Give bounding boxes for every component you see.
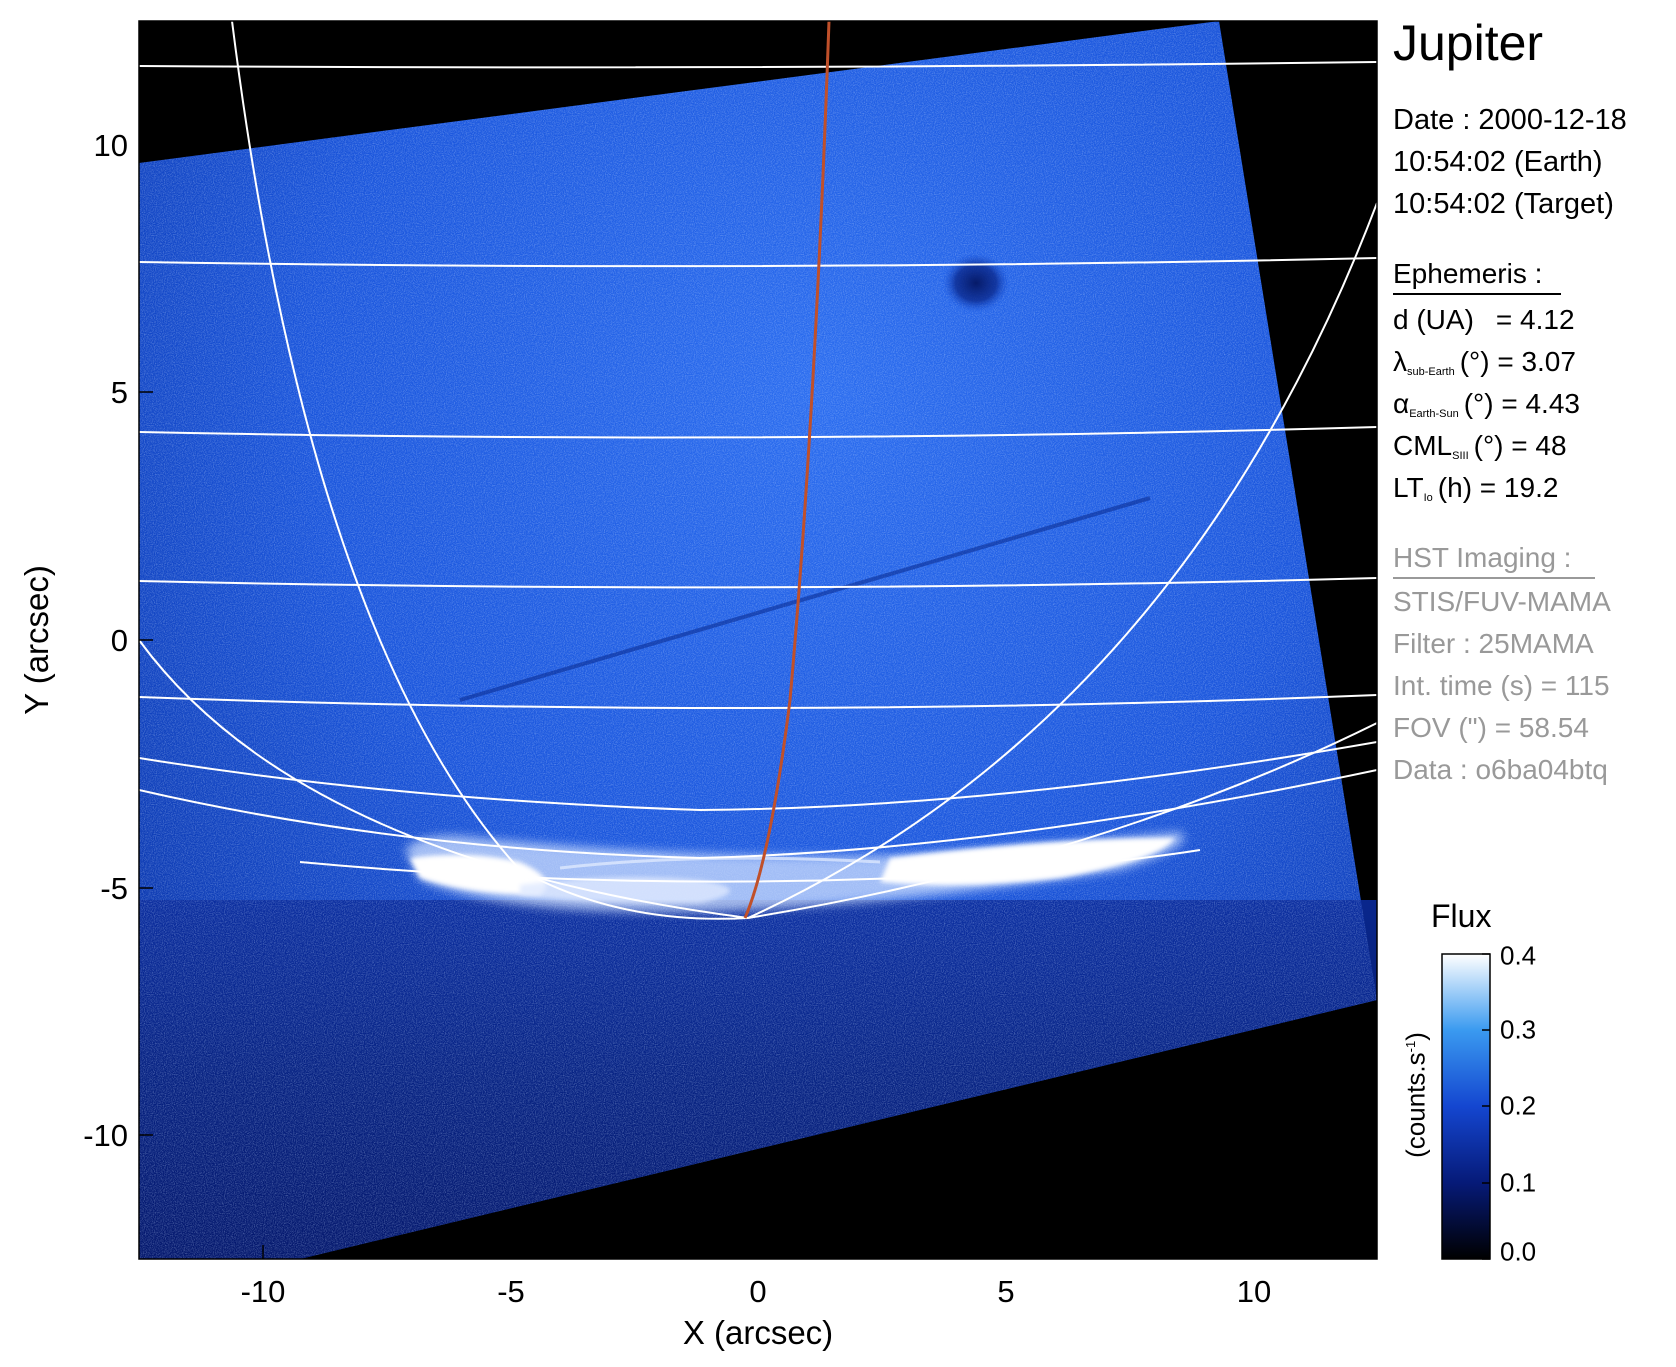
colorbar-tick-label: 0.4 (1500, 940, 1537, 971)
y-tick-label: 0 (111, 623, 128, 658)
hst-int-time: Int. time (s) = 115 (1393, 670, 1610, 701)
colorbar-tick-label: 0.1 (1500, 1167, 1537, 1198)
colorbar-title: Flux (1431, 898, 1492, 934)
x-tick-label: 0 (749, 1274, 766, 1309)
colorbar-tick-label: 0.2 (1500, 1090, 1537, 1121)
colorbar-unit: (counts.s-1) (1400, 1032, 1431, 1158)
x-tick-label: -10 (241, 1274, 286, 1309)
x-tick-label: 5 (997, 1274, 1014, 1309)
y-axis-label: Y (arcsec) (18, 565, 55, 715)
y-tick-label: 10 (94, 128, 128, 163)
ephemeris-lt: LTIo (h) = 19.2 (1393, 472, 1559, 504)
y-tick-marks (139, 144, 153, 1136)
ephemeris-lambda: λsub-Earth (°) = 3.07 (1393, 346, 1576, 378)
hst-fov: FOV (") = 58.54 (1393, 712, 1589, 743)
ephemeris-rule (1393, 293, 1561, 295)
colorbar-tick-label: 0.3 (1500, 1014, 1537, 1045)
ephemeris-heading: Ephemeris : (1393, 258, 1543, 289)
y-tick-label: 5 (111, 375, 128, 410)
colorbar-tick-label: 0.0 (1500, 1236, 1537, 1267)
x-tick-label: -5 (497, 1274, 525, 1309)
x-axis-label: X (arcsec) (683, 1314, 833, 1351)
central-meridian (743, 21, 831, 919)
coordinate-grid (139, 21, 1377, 920)
info-panel: Jupiter Date : 2000-12-18 10:54:02 (Eart… (1393, 0, 1676, 1367)
time-earth-text: 10:54:02 (Earth) (1393, 146, 1603, 178)
target-title: Jupiter (1393, 15, 1544, 71)
date-text: Date : 2000-12-18 (1393, 104, 1627, 136)
hst-rule (1393, 577, 1595, 579)
y-tick-label: -10 (83, 1118, 128, 1153)
y-tick-label: -5 (100, 871, 128, 906)
ephemeris-alpha: αEarth-Sun (°) = 4.43 (1393, 388, 1580, 420)
ephemeris-distance: d (UA) = 4.12 (1393, 304, 1575, 335)
x-tick-marks (262, 1245, 1255, 1259)
dark-spot (942, 253, 1010, 313)
x-tick-label: 10 (1237, 1274, 1271, 1309)
hst-instrument: STIS/FUV-MAMA (1393, 586, 1611, 617)
time-target-text: 10:54:02 (Target) (1393, 188, 1614, 220)
colorbar-ticks (1482, 953, 1490, 1260)
hst-heading: HST Imaging : (1393, 542, 1572, 573)
hst-dataset: Data : o6ba04btq (1393, 754, 1608, 785)
hst-filter: Filter : 25MAMA (1393, 628, 1594, 659)
ephemeris-cml: CMLSIII (°) = 48 (1393, 430, 1567, 462)
